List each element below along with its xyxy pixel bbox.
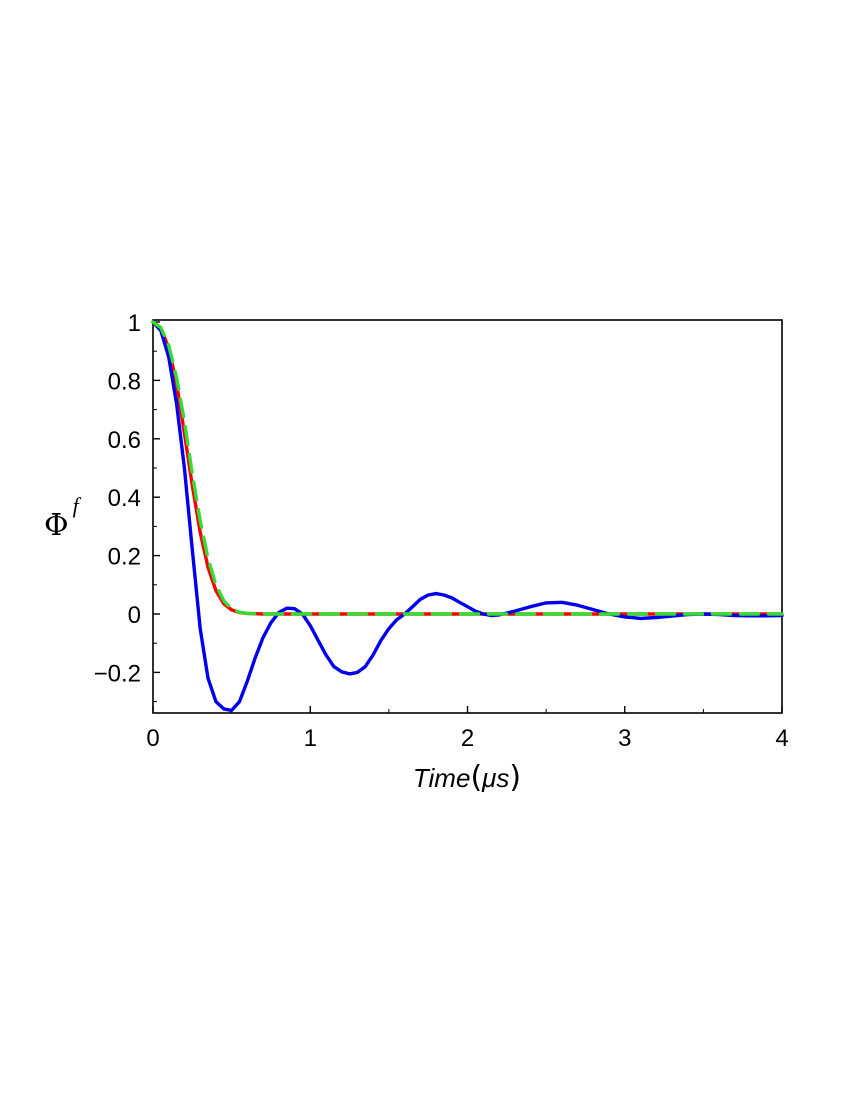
y-tick-label: 0.2 bbox=[108, 544, 141, 571]
x-tick-label: 2 bbox=[461, 725, 474, 752]
series-layer bbox=[151, 320, 784, 713]
x-tick-label: 4 bbox=[775, 725, 788, 752]
x-axis-unit: μs bbox=[481, 763, 509, 793]
y-axis: 1 0.8 0.6 0.4 0.2 0 −0.2 bbox=[94, 310, 160, 703]
y-tick-label: 0.6 bbox=[108, 427, 141, 454]
x-axis-close-paren: ) bbox=[509, 760, 521, 795]
y-tick-label: 0.4 bbox=[108, 485, 141, 512]
y-tick-label: −0.2 bbox=[94, 660, 141, 687]
x-axis-open-paren: ( bbox=[470, 760, 482, 795]
y-axis-title: Φf bbox=[44, 493, 82, 543]
plot-frame bbox=[152, 319, 783, 714]
x-axis-title-text: Time bbox=[413, 763, 471, 793]
series-line bbox=[151, 320, 784, 616]
y-tick-label: 1 bbox=[128, 310, 141, 337]
series-line bbox=[151, 320, 784, 713]
y-tick-label: 0.8 bbox=[108, 368, 141, 395]
x-axis-title: Time(μs) bbox=[413, 760, 521, 795]
y-tick-label: 0 bbox=[128, 602, 141, 629]
series-line bbox=[151, 320, 784, 616]
x-tick-label: 1 bbox=[304, 725, 317, 752]
x-tick-label: 0 bbox=[146, 725, 159, 752]
y-axis-title-symbol: Φ bbox=[44, 508, 69, 543]
x-axis: 0 1 2 3 4 bbox=[146, 706, 789, 752]
y-axis-title-superscript: f bbox=[73, 493, 82, 518]
x-tick-label: 3 bbox=[618, 725, 631, 752]
